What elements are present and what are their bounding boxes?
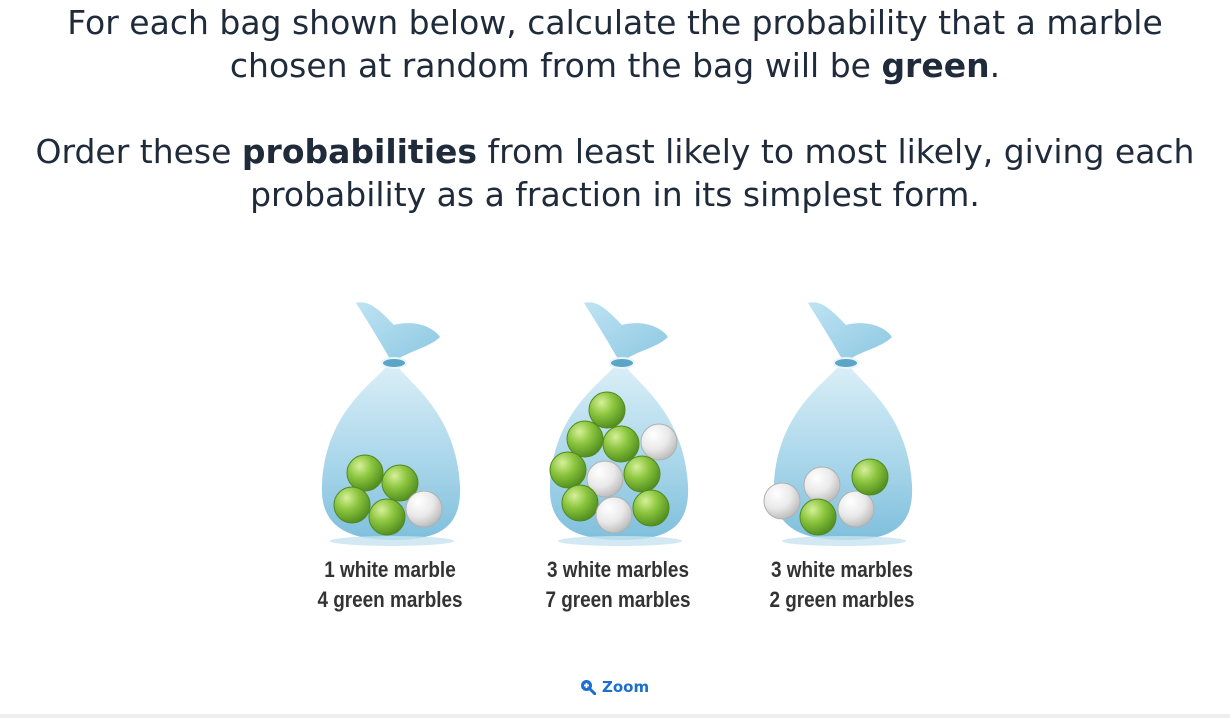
marble-bags-figure: 1 white marble 4 green marbles 3	[290, 295, 950, 630]
green-marble	[566, 420, 604, 458]
green-marble	[799, 498, 837, 536]
white-marble	[405, 490, 443, 528]
bag-shadow	[330, 536, 454, 546]
bag-shadow	[782, 536, 906, 546]
bag-3: 3 white marbles 2 green marbles	[742, 295, 942, 625]
white-marble	[803, 466, 841, 504]
bag-tie-ruffle	[584, 302, 668, 359]
instruction-text: For each bag shown below, calculate the …	[67, 3, 1163, 85]
zoom-label: Zoom	[602, 678, 650, 696]
white-marble	[837, 490, 875, 528]
bag-2-white-count: 3 white marbles	[547, 557, 689, 582]
green-marble	[851, 458, 889, 496]
instruction-text-end: .	[989, 46, 1001, 85]
bag-tie-ruffle	[808, 302, 892, 359]
bag-2-caption: 3 white marbles 7 green marbles	[532, 555, 704, 615]
bag-1-white-count: 1 white marble	[324, 557, 456, 582]
bag-1-green-count: 4 green marbles	[317, 587, 463, 612]
bag-knot	[833, 357, 859, 369]
white-marble	[763, 482, 801, 520]
bag-3-illustration	[763, 302, 913, 546]
green-marble	[368, 498, 406, 536]
emphasis-green: green	[881, 46, 990, 85]
green-marble	[549, 451, 587, 489]
green-marble	[602, 425, 640, 463]
bag-shadow	[558, 536, 682, 546]
bag-tie-ruffle	[356, 302, 440, 359]
zoom-in-icon	[581, 680, 596, 695]
white-marble	[640, 423, 678, 461]
zoom-button[interactable]: Zoom	[580, 678, 649, 696]
emphasis-probabilities: probabilities	[241, 132, 478, 171]
bag-knot	[381, 357, 407, 369]
bag-1-caption: 1 white marble 4 green marbles	[304, 555, 476, 615]
white-marble	[586, 460, 624, 498]
instruction-text: Order these	[35, 132, 242, 171]
green-marble	[623, 455, 661, 493]
green-marble	[588, 391, 626, 429]
bag-2-illustration	[549, 302, 689, 546]
divider	[0, 714, 1230, 718]
bag-1: 1 white marble 4 green marbles	[290, 295, 490, 625]
bag-3-caption: 3 white marbles 2 green marbles	[756, 555, 928, 615]
green-marble	[561, 484, 599, 522]
instruction-paragraph-1: For each bag shown below, calculate the …	[0, 1, 1230, 87]
instruction-paragraph-2: Order these probabilities from least lik…	[0, 130, 1230, 216]
white-marble	[595, 496, 633, 534]
bag-3-green-count: 2 green marbles	[769, 587, 915, 612]
green-marble	[632, 489, 670, 527]
bag-2: 3 white marbles 7 green marbles	[518, 295, 718, 625]
bag-3-white-count: 3 white marbles	[771, 557, 913, 582]
bag-1-illustration	[321, 302, 461, 546]
bag-2-green-count: 7 green marbles	[545, 587, 691, 612]
green-marble	[381, 464, 419, 502]
bag-knot	[609, 357, 635, 369]
instruction-text-end: from least likely to most likely, giving…	[250, 132, 1195, 214]
green-marble	[333, 486, 371, 524]
green-marble	[346, 454, 384, 492]
